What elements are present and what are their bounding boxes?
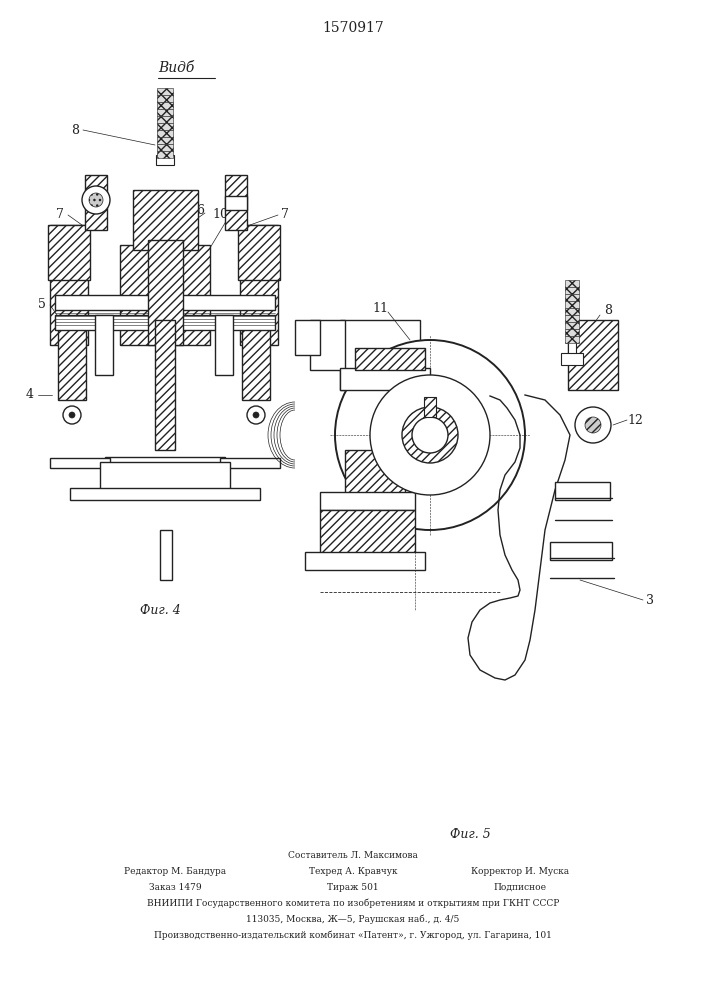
- Bar: [157, 109, 173, 116]
- Circle shape: [412, 417, 448, 453]
- Text: 113035, Москва, Ж—5, Раушская наб., д. 4/5: 113035, Москва, Ж—5, Раушская наб., д. 4…: [246, 914, 460, 924]
- Bar: [225, 175, 247, 230]
- Bar: [242, 320, 270, 400]
- Text: 10: 10: [212, 209, 228, 222]
- Bar: [55, 295, 275, 310]
- Circle shape: [247, 406, 265, 424]
- Bar: [555, 482, 610, 500]
- Text: 11: 11: [372, 302, 388, 314]
- Bar: [70, 488, 260, 500]
- Bar: [238, 225, 280, 280]
- Circle shape: [335, 340, 525, 530]
- Bar: [58, 320, 86, 400]
- Bar: [157, 151, 173, 158]
- Text: 5: 5: [376, 434, 384, 446]
- Bar: [157, 144, 173, 151]
- Text: Техред А. Кравчук: Техред А. Кравчук: [309, 866, 397, 876]
- Circle shape: [69, 412, 75, 418]
- Text: Тираж 501: Тираж 501: [327, 882, 379, 892]
- Bar: [148, 240, 183, 345]
- Bar: [120, 245, 210, 345]
- Text: 1570917: 1570917: [322, 21, 384, 35]
- Text: 3: 3: [646, 593, 654, 606]
- Text: 4: 4: [26, 388, 34, 401]
- Text: ВНИИПИ Государственного комитета по изобретениям и открытиям при ГКНТ СССР: ВНИИПИ Государственного комитета по изоб…: [147, 898, 559, 908]
- Bar: [225, 196, 247, 210]
- Circle shape: [82, 186, 110, 214]
- Bar: [157, 116, 173, 123]
- Bar: [161, 90, 169, 160]
- Bar: [345, 450, 405, 500]
- Bar: [565, 315, 579, 322]
- Text: Подписное: Подписное: [493, 882, 547, 892]
- Bar: [133, 190, 198, 250]
- Bar: [305, 552, 425, 570]
- Bar: [50, 225, 88, 345]
- Bar: [50, 458, 110, 468]
- Bar: [340, 368, 430, 390]
- Bar: [105, 457, 225, 475]
- Text: Составитель Л. Максимова: Составитель Л. Максимова: [288, 850, 418, 859]
- Bar: [320, 492, 415, 510]
- Bar: [565, 294, 579, 301]
- Bar: [310, 320, 345, 370]
- Bar: [155, 320, 175, 450]
- Bar: [561, 353, 583, 365]
- Text: Заказ 1479: Заказ 1479: [148, 882, 201, 892]
- Bar: [156, 155, 174, 165]
- Bar: [565, 336, 579, 343]
- Text: 5: 5: [38, 298, 46, 312]
- Bar: [565, 280, 579, 287]
- Text: 8: 8: [71, 123, 79, 136]
- Bar: [240, 225, 278, 345]
- Text: 7: 7: [56, 209, 64, 222]
- Bar: [157, 123, 173, 130]
- Bar: [160, 530, 172, 580]
- Text: 8: 8: [604, 304, 612, 316]
- Circle shape: [585, 417, 601, 433]
- Bar: [355, 348, 425, 370]
- Bar: [100, 462, 230, 490]
- Bar: [157, 130, 173, 137]
- Text: Видб: Видб: [158, 61, 194, 75]
- Bar: [220, 458, 280, 468]
- Text: Фиг. 5: Фиг. 5: [450, 828, 491, 842]
- Bar: [340, 320, 420, 390]
- Bar: [157, 95, 173, 102]
- Bar: [85, 175, 107, 230]
- Bar: [48, 225, 90, 280]
- Text: Производственно-издательский комбинат «Патент», г. Ужгород, ул. Гагарина, 101: Производственно-издательский комбинат «П…: [154, 930, 552, 940]
- Bar: [565, 308, 579, 315]
- Bar: [565, 329, 579, 336]
- Circle shape: [575, 407, 611, 443]
- Circle shape: [402, 407, 458, 463]
- Text: 12: 12: [627, 414, 643, 426]
- Circle shape: [253, 412, 259, 418]
- Bar: [550, 542, 612, 560]
- Circle shape: [89, 193, 103, 207]
- Text: Редактор М. Бандура: Редактор М. Бандура: [124, 866, 226, 876]
- Bar: [295, 320, 320, 355]
- Circle shape: [370, 375, 490, 495]
- Text: Фиг. 4: Фиг. 4: [139, 603, 180, 616]
- Text: 7: 7: [281, 209, 289, 222]
- Circle shape: [63, 406, 81, 424]
- Bar: [565, 287, 579, 294]
- Text: 6: 6: [196, 204, 204, 217]
- Bar: [157, 88, 173, 95]
- Bar: [215, 315, 233, 375]
- Text: Корректор И. Муска: Корректор И. Муска: [471, 866, 569, 876]
- Bar: [565, 301, 579, 308]
- Bar: [424, 397, 436, 417]
- Bar: [568, 295, 576, 360]
- Bar: [568, 320, 618, 390]
- Bar: [55, 315, 275, 330]
- Bar: [157, 137, 173, 144]
- Bar: [565, 322, 579, 329]
- Bar: [157, 102, 173, 109]
- Bar: [95, 315, 113, 375]
- Bar: [320, 510, 415, 560]
